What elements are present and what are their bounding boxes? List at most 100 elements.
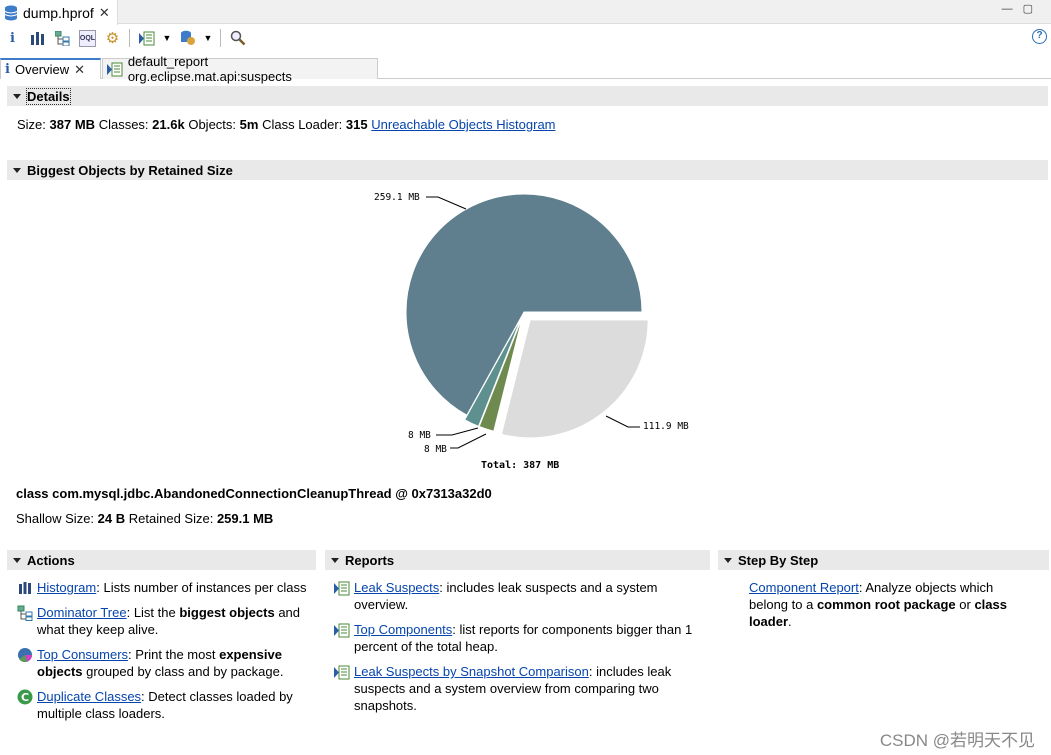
collapse-icon (13, 167, 21, 173)
watermark: CSDN @若明天不见 (879, 731, 1035, 750)
item-description-bold: common root package (816, 597, 956, 612)
svg-text:C: C (21, 691, 29, 704)
selected-object-name: class com.mysql.jdbc.AbandonedConnection… (16, 486, 492, 501)
pie-slice (405, 193, 643, 416)
query-browser-icon[interactable] (179, 30, 196, 47)
histogram-link[interactable]: Histogram (37, 580, 97, 595)
dominator-tree-icon[interactable] (54, 30, 71, 47)
details-summary: Size: 387 MB Classes: 21.6k Objects: 5m … (17, 117, 556, 132)
leak-suspects-comparison-link[interactable]: Leak Suspects by Snapshot Comparison (354, 664, 589, 679)
tab-label: Overview (14, 62, 70, 77)
top-components-link[interactable]: Top Components (354, 622, 453, 637)
toolbar: i OQL ⚙ ▼ ▼ (0, 25, 1051, 51)
pie-leader-line (436, 427, 479, 436)
item-description: : List the (126, 605, 180, 620)
report-icon (107, 62, 123, 76)
unreachable-objects-histogram-link[interactable]: Unreachable Objects Histogram (371, 117, 556, 132)
tab-default-report[interactable]: default_report org.eclipse.mat.api:suspe… (102, 54, 378, 84)
item-description-bold: class loader (749, 597, 1007, 629)
item-description: : includes leak suspects and a system ov… (354, 664, 672, 713)
pie-label: 8 MB (424, 444, 447, 455)
retained-size-value: 259.1 MB (216, 511, 274, 526)
search-icon[interactable] (229, 30, 246, 47)
heap-dump-overview-icon[interactable]: ⚙ (105, 30, 120, 47)
top-consumers-link[interactable]: Top Consumers (37, 647, 129, 662)
list-item: C Duplicate Classes: Detect classes load… (17, 688, 312, 722)
editor-tab-bar (0, 0, 1051, 24)
component-report-link[interactable]: Component Report (749, 580, 859, 595)
item-description-bold: expensive objects (37, 647, 282, 679)
collapse-icon (724, 557, 732, 563)
item-description-bold: biggest objects (179, 605, 275, 620)
step-by-step-content: Component Report: Analyze objects which … (749, 579, 1029, 630)
pie-leader-line (450, 433, 487, 449)
run-report-icon[interactable] (138, 30, 155, 47)
list-item: Leak Suspects: includes leak suspects an… (334, 579, 704, 613)
editor-tab-title: dump.hprof (23, 4, 94, 21)
shallow-size-label: Shallow Size: (16, 511, 95, 526)
histogram-icon (19, 582, 31, 594)
item-description: : Lists number of instances per class (96, 580, 307, 595)
close-icon[interactable]: ✕ (74, 61, 86, 77)
item-description: : Print the most (128, 647, 220, 662)
section-title: Details (26, 87, 71, 105)
item-description: : includes leak suspects and a system ov… (354, 580, 658, 612)
step-by-step-section-header[interactable]: Step By Step (718, 550, 1049, 570)
pie-leader-line (426, 196, 467, 210)
chevron-down-icon[interactable]: ▼ (162, 33, 172, 43)
details-section-header[interactable]: Details (7, 86, 1048, 106)
report-icon (334, 623, 350, 638)
item-description: : list reports for components bigger tha… (354, 622, 693, 654)
pie-slice (478, 316, 523, 432)
shallow-size-value: 24 B (97, 511, 126, 526)
size-value: 387 MB (49, 117, 96, 132)
list-item: Leak Suspects by Snapshot Comparison: in… (334, 663, 704, 714)
help-icon[interactable]: ? (1032, 29, 1047, 44)
pie-leader-line (605, 415, 640, 428)
list-item: Histogram: Lists number of instances per… (17, 579, 312, 596)
report-icon (334, 581, 350, 596)
pie-slice (500, 319, 649, 439)
leak-suspects-link[interactable]: Leak Suspects (354, 580, 440, 595)
objects-value: 5m (239, 117, 259, 132)
pie-label: 259.1 MB (374, 192, 420, 203)
item-description: and what they keep alive. (37, 605, 301, 637)
reports-section-header[interactable]: Reports (325, 550, 710, 570)
toolbar-separator (129, 29, 130, 47)
info-icon[interactable]: i (10, 30, 15, 46)
biggest-objects-section-header[interactable]: Biggest Objects by Retained Size (7, 160, 1048, 180)
histogram-icon[interactable] (29, 30, 46, 47)
item-description: or (955, 597, 975, 612)
close-icon[interactable]: ✕ (98, 4, 110, 20)
section-title: Biggest Objects by Retained Size (27, 162, 233, 178)
size-label: Size: (17, 117, 46, 132)
editor-tab-dump[interactable]: dump.hprof ✕ (0, 0, 118, 25)
section-title: Reports (345, 552, 395, 568)
tab-overview[interactable]: i Overview ✕ (0, 58, 101, 79)
classes-label: Classes: (98, 117, 149, 132)
database-icon (4, 5, 18, 20)
collapse-icon (13, 557, 21, 563)
toolbar-separator (220, 29, 221, 47)
class-loader-label: Class Loader: (262, 117, 343, 132)
chevron-down-icon[interactable]: ▼ (203, 33, 213, 43)
actions-section-header[interactable]: Actions (7, 550, 316, 570)
oql-icon[interactable]: OQL (79, 29, 96, 47)
reports-list: Leak Suspects: includes leak suspects an… (334, 579, 704, 722)
info-icon: i (5, 62, 10, 77)
collapse-icon (13, 93, 21, 99)
item-description: grouped by class and by package. (82, 664, 284, 679)
pie-label: 111.9 MB (643, 421, 689, 432)
report-icon (334, 665, 350, 680)
item-description: . (788, 614, 792, 629)
tab-bar: i Overview ✕ default_report org.eclipse.… (0, 54, 1051, 84)
dominator-tree-icon (17, 605, 33, 621)
dominator-tree-link[interactable]: Dominator Tree (37, 605, 127, 620)
window-controls[interactable]: —▢ (1001, 3, 1043, 15)
class-loader-value: 315 (345, 117, 368, 132)
list-item: Top Components: list reports for compone… (334, 621, 704, 655)
list-item: Top Consumers: Print the most expensive … (17, 646, 312, 680)
collapse-icon (331, 557, 339, 563)
duplicate-classes-icon: C (17, 689, 33, 705)
duplicate-classes-link[interactable]: Duplicate Classes (37, 689, 142, 704)
